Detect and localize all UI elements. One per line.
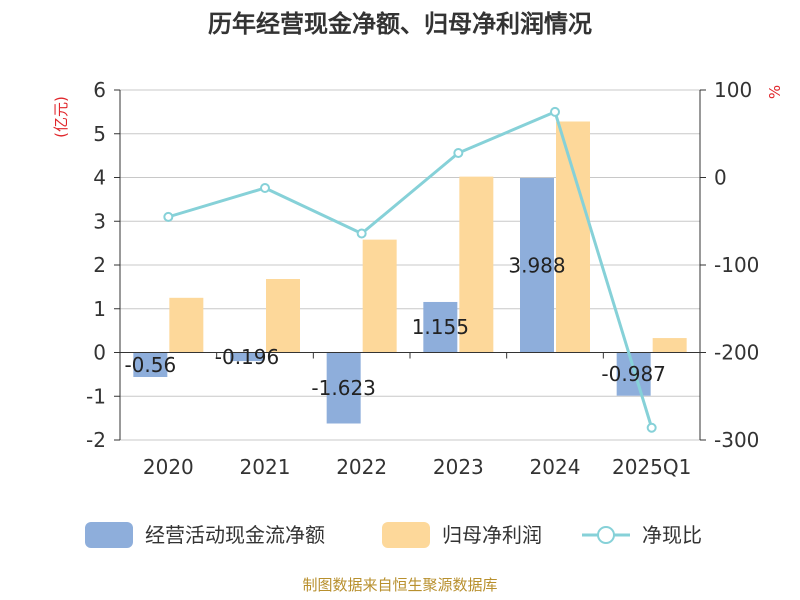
grid (120, 89, 700, 441)
net-profit-bar (459, 176, 494, 353)
data-source: 制图数据来自恒生聚源数据库 (302, 576, 497, 594)
right-tick-label: -100 (714, 253, 759, 277)
category-label: 2021 (240, 455, 291, 479)
bars (133, 121, 687, 424)
data-labels: -0.56 -0.196 -1.623 1.155 3.988 -0.987 (124, 253, 665, 400)
net-profit-bar (652, 338, 687, 353)
left-tick-label: -2 (86, 428, 106, 452)
cash-flow-value-label: 3.988 (508, 253, 565, 277)
cash-flow-value-label: -1.623 (311, 376, 375, 400)
net-profit-bar (169, 297, 204, 353)
left-tick-label: -1 (86, 384, 106, 408)
left-tick-label: 2 (93, 253, 106, 277)
net-profit-bar (362, 239, 397, 353)
ratio-point (163, 211, 174, 222)
axes: 6 5 4 3 2 1 0 -1 -2 100 0 -100 -200 -300 2020 2021 2022 2… (86, 78, 759, 479)
right-tick-label: -200 (714, 341, 759, 365)
legend-swatch-net-profit (382, 522, 430, 548)
cash-flow-value-label: -0.56 (124, 353, 176, 377)
legend-label-net-profit: 归母净利润 (442, 523, 542, 547)
chart-title: 历年经营现金净额、归母净利润情况 (208, 10, 592, 38)
ratio-point (550, 106, 560, 117)
ratio-line (163, 106, 657, 433)
cash-flow-bar (326, 352, 361, 424)
left-tick-label: 6 (93, 78, 106, 102)
cash-flow-value-label: -0.987 (601, 362, 665, 386)
legend-swatch-cash-flow (85, 522, 133, 548)
category-label: 2022 (336, 455, 387, 479)
ratio-point (260, 183, 270, 193)
cash-flow-bar (133, 352, 168, 377)
cash-flow-value-label: 1.155 (412, 315, 469, 339)
left-tick-label: 0 (93, 341, 106, 365)
net-profit-bar (556, 121, 590, 353)
legend-label-cash-flow: 经营活动现金流净额 (145, 523, 325, 547)
right-tick-label: -300 (714, 428, 759, 452)
left-tick-label: 5 (93, 122, 106, 146)
left-axis-unit: (亿元) (52, 96, 70, 138)
ratio-line-path (167, 109, 654, 429)
category-label: 2023 (433, 455, 484, 479)
cash-flow-bar (616, 352, 651, 396)
cash-flow-bar (230, 352, 264, 362)
left-tick-label: 4 (93, 166, 106, 190)
cash-flow-bar (520, 178, 554, 353)
legend-swatch-ratio-marker (597, 526, 615, 544)
category-label: 2025Q1 (612, 455, 691, 479)
net-profit-bar (266, 279, 300, 353)
left-tick-label: 1 (93, 297, 106, 321)
ratio-point (356, 228, 367, 239)
cash-flow-value-label: -0.196 (215, 345, 279, 369)
ratio-point (453, 148, 464, 158)
right-axis-unit: % (766, 85, 784, 99)
category-label: 2020 (143, 455, 194, 479)
right-tick-label: 0 (714, 166, 727, 190)
cash-flow-bar (423, 301, 458, 353)
right-tick-label: 100 (714, 78, 752, 102)
legend-label-ratio: 净现比 (642, 523, 702, 547)
legend: 经营活动现金流净额 归母净利润 净现比 (85, 522, 702, 548)
ratio-point (646, 422, 657, 433)
left-tick-label: 3 (93, 209, 106, 233)
category-label: 2024 (530, 455, 581, 479)
